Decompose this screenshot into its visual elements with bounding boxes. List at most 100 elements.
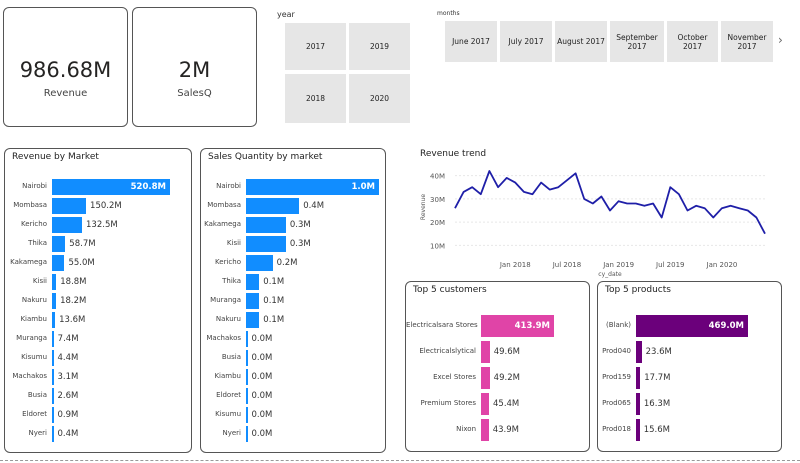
revenue-point[interactable] [677,192,681,196]
bar-row[interactable]: Nakuru 18.2M [5,291,191,309]
bar-row[interactable]: Kisii 18.8M [5,272,191,290]
month-tile-oct-2017[interactable]: October 2017 [666,20,719,63]
revenue-point[interactable] [642,204,646,208]
bar-row[interactable]: Prod040 23.6M [598,341,781,363]
revenue-point[interactable] [522,190,526,194]
revenue-point[interactable] [703,206,707,210]
bar-row[interactable]: Electricalsara Stores 413.9M [406,315,589,337]
bar-row[interactable]: Nyeri 0.0M [201,424,385,442]
bar[interactable] [246,426,248,442]
bar[interactable] [246,179,379,195]
bar-row[interactable]: Busia 2.6M [5,386,191,404]
bar[interactable] [246,388,248,404]
bar[interactable] [481,315,554,337]
year-tile-2018[interactable]: 2018 [284,73,347,124]
bar[interactable] [52,331,54,347]
revenue-point[interactable] [660,215,664,219]
bar[interactable] [52,407,54,423]
bar-row[interactable]: Mombasa 150.2M [5,196,191,214]
bar-row[interactable]: Nairobi 520.8M [5,177,191,195]
revenue-point[interactable] [686,208,690,212]
revenue-point[interactable] [763,232,767,236]
revenue-point[interactable] [737,206,741,210]
revenue-point[interactable] [694,204,698,208]
chevron-right-icon[interactable]: › [778,33,783,47]
bar[interactable] [52,426,54,442]
bar[interactable] [246,274,260,290]
revenue-point[interactable] [668,185,672,189]
revenue-point[interactable] [754,215,758,219]
bar-row[interactable]: Prod065 16.3M [598,393,781,415]
bar[interactable] [52,350,54,366]
bar-row[interactable]: Kericho 132.5M [5,215,191,233]
revenue-point[interactable] [574,171,578,175]
bar-row[interactable]: Kisii 0.3M [201,234,385,252]
bar[interactable] [636,315,748,337]
bar[interactable] [52,236,66,252]
revenue-point[interactable] [487,169,491,173]
bar[interactable] [636,367,641,389]
bar-row[interactable]: Busia 0.0M [201,348,385,366]
bar[interactable] [52,217,83,233]
bar-row[interactable]: Kisumu 4.4M [5,348,191,366]
revenue-point[interactable] [617,199,621,203]
bar-row[interactable]: Prod159 17.7M [598,367,781,389]
bar-row[interactable]: Machakos 0.0M [201,329,385,347]
bar[interactable] [246,407,248,423]
bar[interactable] [246,217,286,233]
revenue-point[interactable] [608,208,612,212]
bar-row[interactable]: Prod018 15.6M [598,419,781,441]
revenue-point[interactable] [539,181,543,185]
bar-row[interactable]: Kakamega 0.3M [201,215,385,233]
bar-row[interactable]: Excel Stores 49.2M [406,367,589,389]
year-tile-2017[interactable]: 2017 [284,22,347,71]
bar-row[interactable]: Nyeri 0.4M [5,424,191,442]
bar-row[interactable]: Kakamega 55.0M [5,253,191,271]
revenue-point[interactable] [496,185,500,189]
bar-row[interactable]: Nakuru 0.1M [201,310,385,328]
bar-row[interactable]: (Blank) 469.0M [598,315,781,337]
bar[interactable] [52,274,57,290]
bar[interactable] [246,236,286,252]
bar-row[interactable]: Nixon 43.9M [406,419,589,441]
revenue-point[interactable] [729,204,733,208]
bar-row[interactable]: Electricalslytical 49.6M [406,341,589,363]
month-tile-nov-2017[interactable]: November 2017 [720,20,774,63]
bar[interactable] [52,312,56,328]
month-tile-sep-2017[interactable]: September 2017 [609,20,665,63]
year-tile-2020[interactable]: 2020 [348,73,411,124]
bar[interactable] [481,341,490,363]
bar[interactable] [246,255,273,271]
bar-row[interactable]: Thika 58.7M [5,234,191,252]
revenue-point[interactable] [556,185,560,189]
bar[interactable] [52,388,54,404]
bar[interactable] [52,369,54,385]
revenue-point[interactable] [513,181,517,185]
revenue-point[interactable] [711,215,715,219]
bar-row[interactable]: Kiambu 0.0M [201,367,385,385]
revenue-point[interactable] [453,206,457,210]
month-tile-jun-2017[interactable]: June 2017 [444,20,498,63]
bar-row[interactable]: Kericho 0.2M [201,253,385,271]
revenue-point[interactable] [582,197,586,201]
revenue-point[interactable] [651,202,655,206]
revenue-point[interactable] [565,178,569,182]
revenue-point[interactable] [634,202,638,206]
revenue-point[interactable] [746,208,750,212]
bar[interactable] [481,367,490,389]
bar[interactable] [52,293,57,309]
bar[interactable] [52,179,170,195]
bar-row[interactable]: Kiambu 13.6M [5,310,191,328]
revenue-point[interactable] [470,185,474,189]
bar[interactable] [52,255,65,271]
bar-row[interactable]: Premium Stores 45.4M [406,393,589,415]
bar-row[interactable]: Muranga 0.1M [201,291,385,309]
bar[interactable] [246,198,300,214]
revenue-point[interactable] [479,192,483,196]
bar-row[interactable]: Machakos 3.1M [5,367,191,385]
revenue-point[interactable] [505,176,509,180]
bar-row[interactable]: Thika 0.1M [201,272,385,290]
revenue-point[interactable] [548,188,552,192]
bar-row[interactable]: Mombasa 0.4M [201,196,385,214]
bar-row[interactable]: Eldoret 0.9M [5,405,191,423]
